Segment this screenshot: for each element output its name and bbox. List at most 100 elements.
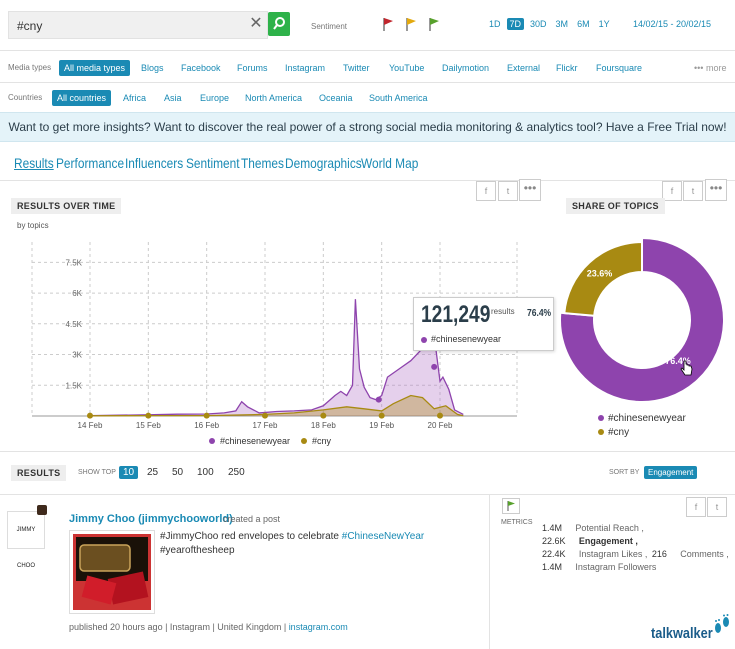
show-top-10[interactable]: 10 bbox=[119, 466, 139, 479]
show-top-50[interactable]: 50 bbox=[172, 467, 184, 478]
x-tick-label: 16 Feb bbox=[194, 421, 219, 430]
twitter-share-icon[interactable]: t bbox=[683, 181, 703, 201]
country-europe[interactable]: Europe bbox=[200, 93, 230, 103]
tab-demographics[interactable]: Demographics bbox=[285, 155, 362, 171]
metric-label: Potential Reach , bbox=[575, 523, 644, 533]
media-type-all[interactable]: All media types bbox=[59, 60, 131, 76]
legend-marker bbox=[209, 438, 215, 444]
more-label: more bbox=[705, 63, 727, 73]
more-options-icon[interactable]: ••• bbox=[705, 179, 727, 201]
tab-results[interactable]: Results bbox=[14, 155, 54, 171]
legend-dot-icon bbox=[598, 415, 604, 422]
country-north-america[interactable]: North America bbox=[245, 93, 303, 103]
range-6m[interactable]: 6M bbox=[577, 19, 590, 29]
x-tick-label: 15 Feb bbox=[136, 421, 161, 430]
tab-themes[interactable]: Themes bbox=[241, 155, 284, 171]
country-oceania[interactable]: Oceania bbox=[319, 93, 353, 103]
tooltip-percent: 76.4% bbox=[527, 308, 552, 319]
range-3m[interactable]: 3M bbox=[555, 19, 569, 29]
instagram-icon bbox=[37, 505, 47, 515]
range-7d[interactable]: 7D bbox=[506, 18, 525, 30]
media-type-foursquare[interactable]: Foursquare bbox=[596, 63, 643, 73]
metric-value: 1.4M bbox=[542, 562, 563, 572]
show-top-100[interactable]: 100 bbox=[197, 467, 214, 478]
range-30d[interactable]: 30D bbox=[530, 19, 547, 29]
twitter-share-icon[interactable]: t bbox=[498, 181, 518, 201]
date-range-picker[interactable]: 14/02/15 - 20/02/15 bbox=[633, 19, 712, 29]
post-author-link[interactable]: Jimmy Choo (jimmychooworld) bbox=[69, 513, 233, 525]
flag-icon[interactable] bbox=[502, 498, 520, 514]
donut-data-label: 23.6% bbox=[587, 269, 613, 279]
media-type-dailymotion[interactable]: Dailymotion bbox=[442, 63, 490, 73]
sort-by-label: SORT BY bbox=[609, 469, 640, 476]
data-point bbox=[145, 412, 152, 419]
metric-label: Instagram Likes , bbox=[578, 549, 648, 559]
show-top-250[interactable]: 250 bbox=[228, 467, 245, 478]
tab-world-map[interactable]: World Map bbox=[361, 155, 419, 171]
show-top-25[interactable]: 25 bbox=[147, 467, 159, 478]
media-type-facebook[interactable]: Facebook bbox=[181, 63, 221, 73]
more-media-types[interactable]: ••• more bbox=[694, 63, 727, 73]
share-of-topics-title: SHARE OF TOPICS bbox=[566, 198, 665, 214]
tooltip-topic: #chinesenewyear bbox=[421, 334, 501, 344]
sort-by-select[interactable]: Engagement bbox=[644, 466, 698, 479]
post-published: published 20 hours ago bbox=[69, 622, 163, 632]
more-options-icon[interactable]: ••• bbox=[519, 179, 541, 201]
metric-engagement: 22.6K Engagement , bbox=[542, 531, 638, 549]
post-text-part: #yearofthesheep bbox=[160, 545, 235, 556]
country-asia[interactable]: Asia bbox=[164, 93, 182, 103]
tab-performance[interactable]: Performance bbox=[56, 155, 125, 171]
range-1d[interactable]: 1D bbox=[489, 19, 501, 29]
facebook-share-icon[interactable]: f bbox=[686, 497, 706, 517]
tab-influencers[interactable]: Influencers bbox=[125, 155, 184, 171]
positive-flag-icon[interactable] bbox=[427, 17, 441, 31]
chart-subtitle: by topics bbox=[17, 221, 49, 230]
divider bbox=[0, 180, 735, 181]
y-tick-label: 1.5K bbox=[66, 381, 83, 390]
media-type-external[interactable]: External bbox=[507, 63, 541, 73]
post-hashtag-link[interactable]: #ChineseNewYear bbox=[341, 531, 425, 542]
avatar[interactable]: JIMMY CHOO bbox=[7, 511, 45, 569]
x-tick-label: 20 Feb bbox=[428, 421, 453, 430]
range-1y[interactable]: 1Y bbox=[598, 19, 610, 29]
x-tick-label: 19 Feb bbox=[369, 421, 394, 430]
search-input[interactable] bbox=[15, 16, 239, 36]
divider bbox=[0, 494, 735, 495]
post-image[interactable] bbox=[69, 530, 155, 614]
search-icon bbox=[273, 17, 285, 30]
country-south-america[interactable]: South America bbox=[369, 93, 428, 103]
media-type-instagram[interactable]: Instagram bbox=[285, 63, 326, 73]
neutral-flag-icon[interactable] bbox=[404, 17, 418, 31]
media-type-twitter[interactable]: Twitter bbox=[343, 63, 370, 73]
tooltip-dot-icon bbox=[421, 336, 427, 343]
metric-likes-comments: 22.4K Instagram Likes , 216 Comments , bbox=[542, 544, 729, 562]
series-area-0 bbox=[90, 299, 464, 416]
hand-cursor-icon bbox=[680, 360, 693, 376]
twitter-share-icon[interactable]: t bbox=[707, 497, 727, 517]
media-type-forums[interactable]: Forums bbox=[237, 63, 268, 73]
talkwalker-logo: talkwalker bbox=[651, 625, 713, 642]
post-source-link[interactable]: instagram.com bbox=[288, 622, 348, 632]
media-type-blogs[interactable]: Blogs bbox=[141, 63, 164, 73]
metric-value: 22.6K bbox=[542, 536, 566, 546]
divider bbox=[0, 82, 735, 83]
time-range-selector: 1D 7D 30D 3M 6M 1Y bbox=[486, 18, 613, 30]
facebook-share-icon[interactable]: f bbox=[662, 181, 682, 201]
clear-search-icon[interactable]: ✕ bbox=[249, 15, 263, 32]
sentiment-label: Sentiment bbox=[311, 22, 348, 31]
series-line-1 bbox=[89, 394, 464, 417]
data-point bbox=[203, 412, 210, 419]
media-type-flickr[interactable]: Flickr bbox=[556, 63, 578, 73]
country-africa[interactable]: Africa bbox=[123, 93, 147, 103]
tooltip-value: 121,249 bbox=[421, 301, 491, 328]
media-type-youtube[interactable]: YouTube bbox=[389, 63, 425, 73]
negative-flag-icon[interactable] bbox=[381, 17, 395, 31]
facebook-share-icon[interactable]: f bbox=[476, 181, 496, 201]
country-all[interactable]: All countries bbox=[52, 90, 112, 106]
tab-sentiment[interactable]: Sentiment bbox=[186, 155, 240, 171]
search-button[interactable] bbox=[268, 12, 290, 36]
data-point bbox=[375, 396, 382, 403]
legend-label: #chinesenewyear bbox=[608, 413, 686, 424]
metric-value: 1.4M bbox=[542, 523, 563, 533]
free-trial-banner[interactable]: Want to get more insights? Want to disco… bbox=[0, 112, 735, 142]
